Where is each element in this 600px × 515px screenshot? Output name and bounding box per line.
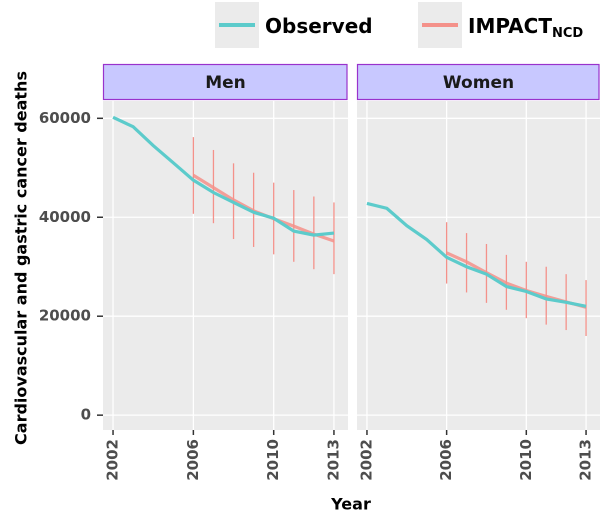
y-tick-label: 0 bbox=[81, 406, 91, 424]
legend-label: IMPACTNCD bbox=[468, 14, 583, 41]
strip bbox=[102, 63, 348, 101]
x-axis-label: Year bbox=[330, 495, 371, 514]
legend-subscript: NCD bbox=[552, 26, 583, 41]
x-tick-label: 2013 bbox=[577, 439, 595, 481]
x-tick-label: 2013 bbox=[324, 439, 342, 481]
panel-title: Men bbox=[205, 73, 246, 93]
strip bbox=[356, 63, 600, 101]
y-tick-label: 20000 bbox=[39, 307, 91, 325]
x-tick-label: 2006 bbox=[184, 439, 202, 481]
x-tick-label: 2006 bbox=[437, 439, 455, 481]
y-tick-label: 40000 bbox=[39, 208, 91, 226]
x-tick-label: 2002 bbox=[104, 439, 122, 481]
y-tick-label: 60000 bbox=[39, 109, 91, 127]
observed-line bbox=[366, 201, 587, 308]
y-axis-label: Cardiovascular and gastric cancer deaths bbox=[12, 71, 31, 445]
observed-line bbox=[112, 115, 335, 237]
legend-name: Observed bbox=[265, 14, 373, 38]
panel-background bbox=[103, 101, 348, 430]
panel-title: Women bbox=[443, 73, 514, 93]
legend-label: Observed bbox=[265, 14, 373, 38]
x-tick-label: 2010 bbox=[264, 439, 282, 481]
x-tick-label: 2010 bbox=[517, 439, 535, 481]
x-tick-label: 2002 bbox=[357, 439, 375, 481]
legend-name: IMPACT bbox=[468, 14, 552, 38]
panel-background bbox=[357, 101, 600, 430]
